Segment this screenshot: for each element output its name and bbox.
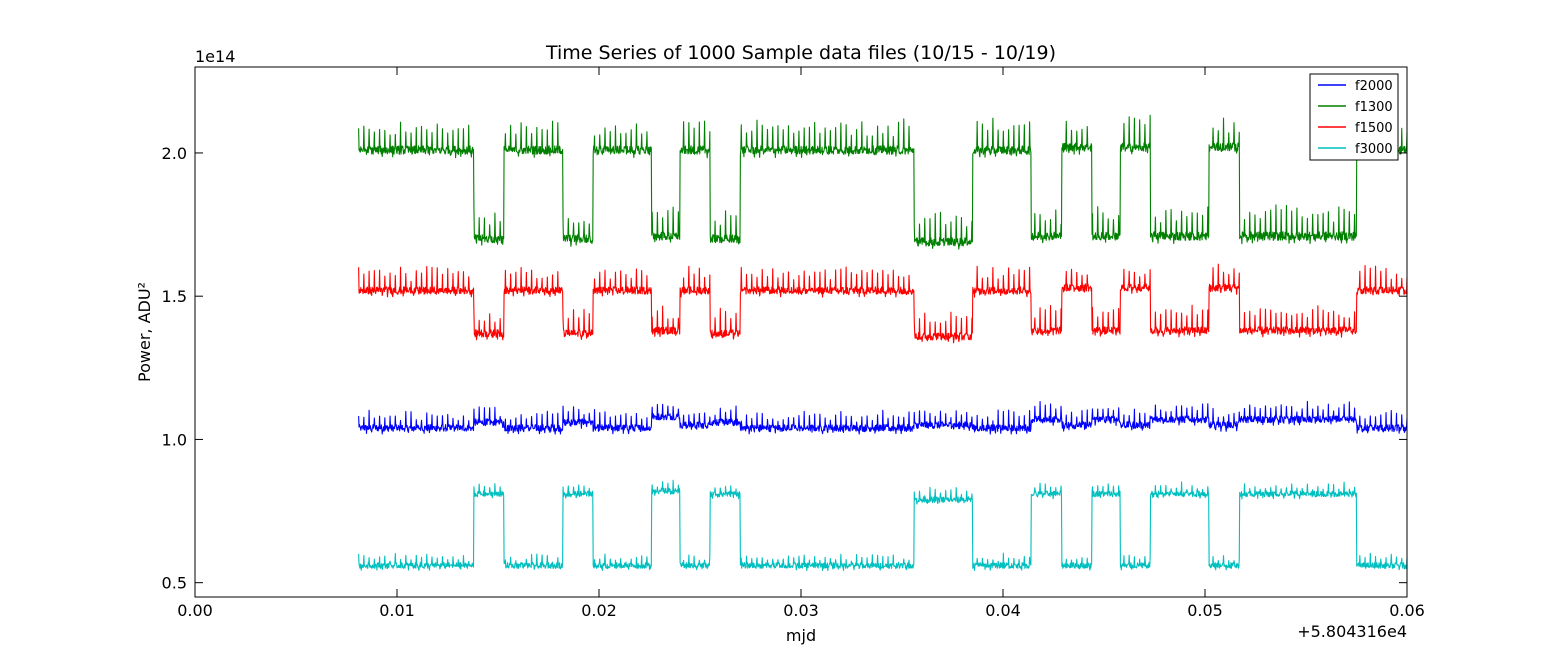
y-tick-label: 0.5 xyxy=(162,574,187,593)
series-line-f2000 xyxy=(358,400,1408,435)
legend-label-f1500: f1500 xyxy=(1355,121,1393,136)
x-tick-label: 0.03 xyxy=(783,601,819,620)
series-layer xyxy=(358,114,1408,572)
series-line-f3000 xyxy=(358,479,1408,572)
x-tick-label: 0.06 xyxy=(1389,601,1425,620)
y-tick-label: 2.0 xyxy=(162,144,187,163)
y-axis-label: Power, ADU² xyxy=(135,282,154,382)
x-tick-label: 0.00 xyxy=(177,601,213,620)
x-tick-label: 0.04 xyxy=(985,601,1021,620)
x-tick-label: 0.02 xyxy=(581,601,617,620)
x-tick-label: 0.05 xyxy=(1187,601,1223,620)
legend-label-f2000: f2000 xyxy=(1355,79,1393,94)
series-line-f1300 xyxy=(358,114,1408,250)
chart-title: Time Series of 1000 Sample data files (1… xyxy=(545,42,1056,64)
x-offset-label: +5.804316e4 xyxy=(1297,622,1407,641)
axis-ticks: 0.00 0.01 0.02 0.03 0.04 0.05 0.06 0.5 1.0 1.5 2.0 xyxy=(162,67,1425,620)
y-tick-label: 1.0 xyxy=(162,430,187,449)
legend: f2000 f1300 f1500 f3000 xyxy=(1309,73,1399,161)
legend-label-f3000: f3000 xyxy=(1355,142,1393,157)
x-tick-label: 0.01 xyxy=(379,601,415,620)
legend-label-f1300: f1300 xyxy=(1355,100,1393,115)
x-axis-label: mjd xyxy=(786,626,816,645)
legend-box xyxy=(1309,73,1399,161)
series-line-f1500 xyxy=(358,263,1408,344)
y-multiplier-label: 1e14 xyxy=(195,47,235,66)
y-tick-label: 1.5 xyxy=(162,287,187,306)
